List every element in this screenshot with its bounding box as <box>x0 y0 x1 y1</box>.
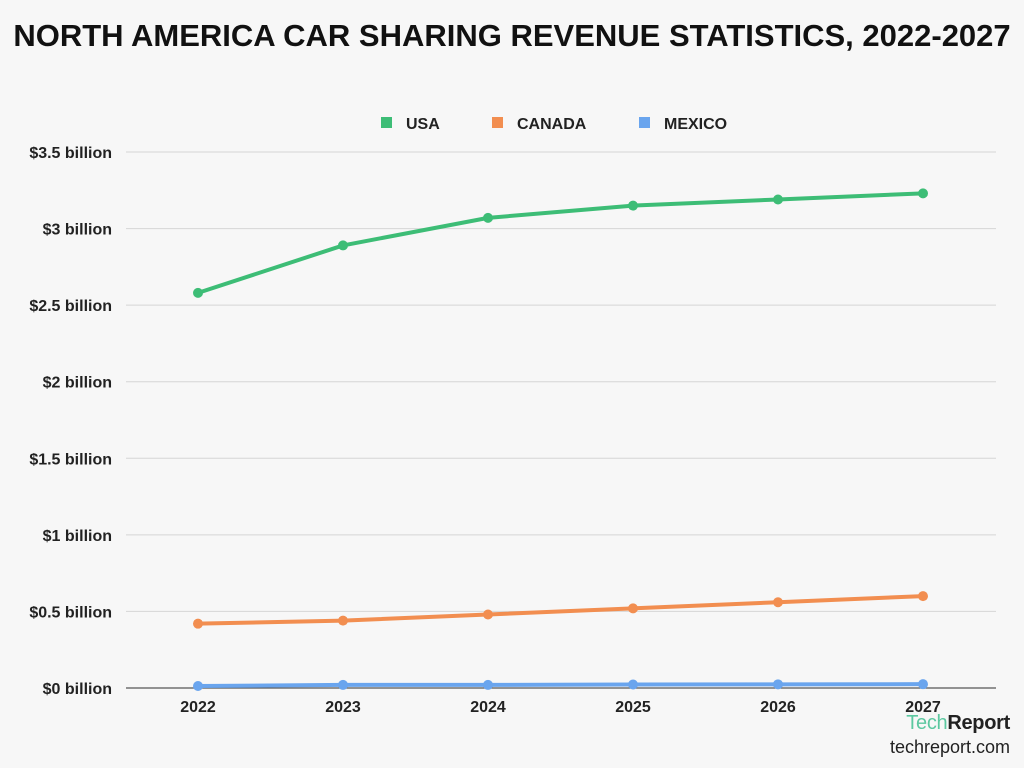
data-point-mexico <box>193 681 203 692</box>
data-point-mexico <box>773 679 783 690</box>
x-tick-label: 2022 <box>180 699 216 716</box>
data-point-canada <box>483 609 493 620</box>
data-point-canada <box>193 618 203 629</box>
data-point-canada <box>773 597 783 608</box>
data-point-canada <box>918 591 928 602</box>
legend-swatch <box>492 117 503 128</box>
data-point-usa <box>338 240 348 251</box>
data-point-usa <box>483 212 493 223</box>
y-tick-label: $0.5 billion <box>29 604 112 621</box>
x-tick-label: 2027 <box>905 699 941 716</box>
legend-swatch <box>381 117 392 128</box>
data-point-usa <box>918 188 928 199</box>
data-point-usa <box>193 287 203 298</box>
data-point-usa <box>628 200 638 211</box>
y-tick-label: $2 billion <box>43 375 112 392</box>
chart-title: NORTH AMERICA CAR SHARING REVENUE STATIS… <box>13 18 1011 53</box>
series-line-mexico <box>197 682 924 689</box>
techreport-watermark: TechReport techreport.com <box>890 712 1010 758</box>
data-point-mexico <box>338 679 348 690</box>
data-point-canada <box>338 615 348 626</box>
data-point-canada <box>628 603 638 614</box>
x-tick-label: 2024 <box>470 699 506 716</box>
x-tick-label: 2026 <box>760 699 796 716</box>
series-line-canada <box>197 594 924 626</box>
techreport-logo: TechReport <box>906 712 1010 734</box>
y-tick-label: $1.5 billion <box>29 451 112 468</box>
x-tick-label: 2023 <box>325 699 361 716</box>
legend-label: USA <box>406 116 440 133</box>
legend-swatch <box>639 117 650 128</box>
y-tick-label: $2.5 billion <box>29 298 112 315</box>
y-tick-label: $0 billion <box>43 681 112 698</box>
y-tick-label: $3 billion <box>43 222 112 239</box>
x-tick-label: 2025 <box>615 699 651 716</box>
legend-label: MEXICO <box>664 116 727 133</box>
data-point-mexico <box>918 679 928 690</box>
brand-url: techreport.com <box>889 737 1010 757</box>
data-point-mexico <box>628 679 638 690</box>
data-point-mexico <box>483 679 493 690</box>
y-tick-label: $1 billion <box>43 528 112 545</box>
y-tick-label: $3.5 billion <box>29 145 112 162</box>
legend-label: CANADA <box>517 116 587 133</box>
series-line-usa <box>197 191 924 295</box>
data-point-usa <box>773 194 783 205</box>
